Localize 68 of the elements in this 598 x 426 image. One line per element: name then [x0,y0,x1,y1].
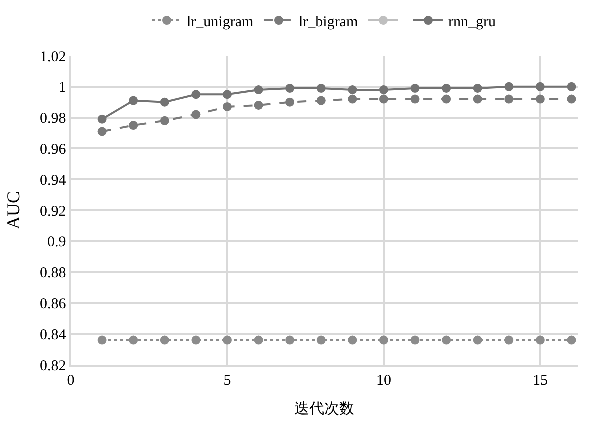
point [442,336,452,345]
point [348,336,358,345]
point [567,94,576,104]
point [98,114,107,124]
y-tick-label: 0.96 [40,142,67,158]
point [379,336,388,345]
point [504,82,514,92]
y-tick-label: 1 [58,80,66,96]
point [473,336,482,345]
x-axis-title: 迭代次数 [294,399,354,418]
point [473,94,482,104]
point [160,116,170,126]
point [192,110,201,120]
y-tick-label: 0.82 [40,358,66,374]
point [379,86,388,94]
y-tick-label: 0.86 [40,296,67,312]
point [442,84,452,93]
legend-label: rnn_gru [448,14,496,30]
point [129,121,138,130]
point [254,100,264,110]
point [98,336,107,345]
y-tick-label: 0.92 [40,204,66,220]
point [286,98,295,107]
point [410,94,420,104]
point [254,86,264,94]
y-tick-label: 0.9 [48,234,66,251]
point [129,96,138,106]
point [536,94,545,104]
point [473,84,482,93]
point [348,86,358,94]
point [192,90,201,100]
y-tick-label: 0.88 [40,266,66,282]
point [504,94,514,104]
point [286,84,295,93]
x-tick-label: 5 [224,372,232,389]
point [129,336,138,345]
point [316,96,326,106]
point [410,84,420,93]
legend-label: lr_unigram [187,14,254,30]
point [254,336,264,345]
y-tick-label: 0.84 [40,327,67,344]
y-tick-label: 0.94 [40,172,67,189]
point [504,336,514,345]
y-axis-title: AUC [4,191,24,230]
point [567,82,576,92]
point [192,336,201,345]
y-tick-label: 1.02 [40,49,66,66]
point [442,94,452,104]
point [222,90,232,100]
point [222,336,232,345]
x-tick-label: 0 [67,372,75,389]
point [567,336,576,345]
point [348,94,358,104]
y-tick-label: 0.98 [40,111,66,128]
point [536,82,545,92]
point [160,98,170,107]
point [222,102,232,112]
x-tick-label: 15 [532,372,548,389]
point [98,127,107,136]
point [286,336,295,345]
legend-label: lr_bigram [298,14,358,30]
point [536,336,545,345]
point [410,336,420,345]
point [316,336,326,345]
point [316,84,326,93]
point [379,94,388,104]
x-tick-label: 10 [376,372,392,389]
point [160,336,170,345]
